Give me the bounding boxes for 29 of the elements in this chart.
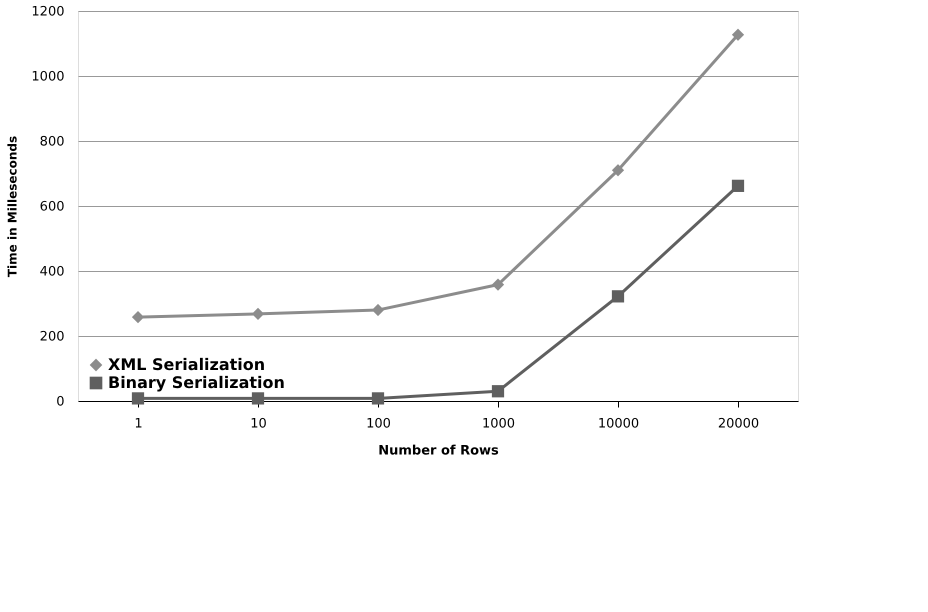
point [252,308,264,320]
point [732,180,744,192]
y-tick-label: 800 [40,134,64,150]
y-tick-label: 0 [56,394,64,410]
y-tick-label: 400 [40,264,64,280]
legend-label: XML Serialization [108,355,266,374]
legend-label: Binary Serialization [108,373,285,392]
x-tick-label: 20000 [718,416,760,432]
y-tick-label: 200 [40,330,64,344]
point [372,304,384,316]
point [612,290,624,302]
point [252,392,264,405]
point [132,311,144,324]
y-tick-label: 1200 [31,4,64,20]
x-tick-label: 10 [250,416,267,432]
x-tick-label: 100 [366,416,391,432]
point [732,28,744,41]
x-tick-label: 1000 [482,416,516,432]
point [492,385,504,398]
point [132,392,144,405]
point [612,164,624,176]
point [492,278,504,291]
y-tick-label: 600 [40,200,64,214]
x-axis-title: Number of Rows [378,444,500,458]
y-tick-label: 1000 [31,70,64,84]
x-tick-label: 1 [134,416,143,432]
point [372,392,384,405]
x-tick-label: 10000 [598,416,640,432]
y-axis-title: Time in Milleseconds [5,136,20,278]
